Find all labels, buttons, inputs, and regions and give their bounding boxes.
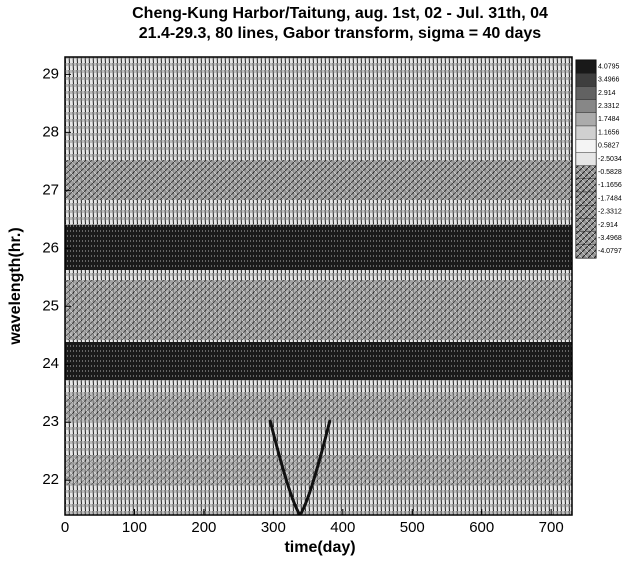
colorbar-label: 3.4966	[598, 77, 620, 84]
colorbar-label: 2.914	[598, 90, 616, 97]
chart-title: Cheng-Kung Harbor/Taitung, aug. 1st, 02 …	[132, 5, 548, 22]
colorbar-label: -1.7484	[598, 195, 622, 202]
colorbar-swatch	[576, 192, 596, 205]
colorbar-label: -1.1656	[598, 182, 622, 189]
x-tick-label: 300	[261, 519, 286, 536]
colorbar-label: -2.3312	[598, 209, 622, 216]
chart-subtitle: 21.4-29.3, 80 lines, Gabor transform, si…	[139, 25, 542, 42]
colorbar-label: 1.7484	[598, 116, 620, 123]
colorbar-swatch	[576, 60, 596, 73]
y-tick-label: 22	[42, 471, 59, 488]
colorbar-label: 4.0795	[598, 63, 620, 70]
y-tick-label: 29	[42, 65, 59, 82]
x-tick-label: 400	[330, 519, 355, 536]
x-tick-label: 0	[61, 519, 69, 536]
colorbar-label: 0.5827	[598, 143, 620, 150]
colorbar-swatch	[576, 179, 596, 192]
y-tick-label: 28	[42, 123, 59, 140]
colorbar-swatch	[576, 86, 596, 99]
y-tick-label: 27	[42, 181, 59, 198]
y-tick-label: 25	[42, 297, 59, 314]
colorbar-swatch	[576, 113, 596, 126]
y-tick-label: 24	[42, 355, 59, 372]
colorbar-label: 2.3312	[598, 103, 620, 110]
colorbar-swatch	[576, 100, 596, 113]
colorbar-swatch	[576, 166, 596, 179]
y-tick-label: 23	[42, 413, 59, 430]
colorbar-label: -3.4968	[598, 235, 622, 242]
colorbar-swatch	[576, 218, 596, 231]
colorbar-label: -4.0797	[598, 248, 622, 255]
chart: Cheng-Kung Harbor/Taitung, aug. 1st, 02 …	[0, 0, 627, 565]
x-tick-label: 500	[400, 519, 425, 536]
x-axis-label: time(day)	[284, 539, 355, 556]
colorbar-swatch	[576, 73, 596, 86]
colorbar-swatch	[576, 205, 596, 218]
colorbar-swatch	[576, 245, 596, 258]
colorbar-swatch	[576, 152, 596, 165]
colorbar-swatch	[576, 232, 596, 245]
colorbar-label: -0.5828	[598, 169, 622, 176]
colorbar-label: -2.5034	[598, 156, 622, 163]
colorbar-label: 1.1656	[598, 129, 620, 136]
x-tick-label: 700	[539, 519, 564, 536]
y-axis-label: wavelength(hr.)	[7, 227, 24, 345]
contour-field	[65, 57, 572, 515]
x-tick-label: 100	[122, 519, 147, 536]
y-tick-label: 26	[42, 239, 59, 256]
colorbar-swatch	[576, 139, 596, 152]
x-tick-label: 200	[191, 519, 216, 536]
colorbar-swatch	[576, 126, 596, 139]
x-tick-label: 600	[469, 519, 494, 536]
colorbar-label: -2.914	[598, 222, 618, 229]
